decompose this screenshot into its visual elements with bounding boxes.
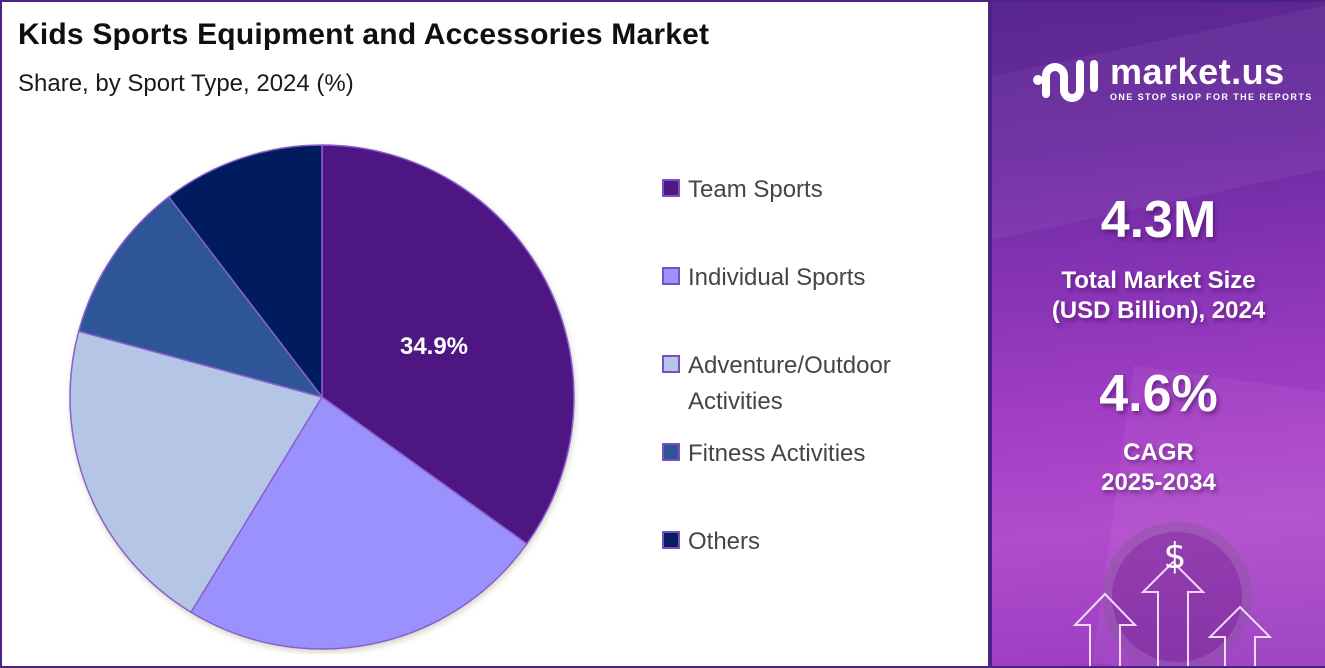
- logo-name: market.us: [1110, 51, 1285, 92]
- legend-label: Others: [688, 528, 761, 555]
- chart-subtitle: Share, by Sport Type, 2024 (%): [18, 70, 354, 97]
- legend-label: Adventure/Outdoor Activities: [688, 352, 891, 415]
- chart-title: Kids Sports Equipment and Accessories Ma…: [18, 18, 710, 51]
- cagr-value: 4.6%: [1099, 365, 1218, 423]
- logo-tagline: ONE STOP SHOP FOR THE REPORTS: [1110, 92, 1313, 102]
- pie-slice-others[interactable]: [167, 144, 323, 400]
- pie-slice-team-sports[interactable]: [321, 144, 575, 545]
- legend-item-fitness-activities[interactable]: Fitness Activities: [662, 436, 958, 472]
- market-size-value: 4.3M: [1100, 191, 1217, 249]
- market-size-label-line2: (USD Billion), 2024: [1051, 297, 1266, 324]
- summary-panel: market.us ONE STOP SHOP FOR THE REPORTS …: [988, 0, 1325, 668]
- legend-swatch-icon: [662, 267, 680, 285]
- legend-swatch-icon: [662, 531, 680, 549]
- legend-swatch-icon: [662, 443, 680, 461]
- legend-swatch-icon: [662, 179, 680, 197]
- legend-label: Team Sports: [688, 176, 823, 203]
- pie-slice-individual-sports[interactable]: [189, 395, 528, 650]
- slice-label-team-sports: 34.9%: [400, 333, 468, 360]
- marketus-logo[interactable]: market.us ONE STOP SHOP FOR THE REPORTS: [1032, 54, 1313, 102]
- legend-item-adventure-outdoor[interactable]: Adventure/Outdoor Activities: [662, 348, 938, 420]
- legend-label: Individual Sports: [688, 264, 866, 291]
- dollar-icon: $: [1164, 536, 1187, 577]
- cagr-period: 2025-2034: [1101, 469, 1216, 496]
- coin-illustration: [1102, 522, 1252, 666]
- legend-item-others[interactable]: Others: [662, 524, 958, 560]
- legend-item-individual-sports[interactable]: Individual Sports: [662, 260, 958, 296]
- legend-swatch-icon: [662, 355, 680, 373]
- pie-slice-fitness-activities[interactable]: [77, 195, 324, 399]
- pie-slice-adventure-outdoor[interactable]: [69, 330, 324, 614]
- growth-arrows-icon: $: [1072, 536, 1273, 666]
- legend-label: Fitness Activities: [688, 440, 866, 467]
- legend-item-team-sports[interactable]: Team Sports: [662, 172, 958, 208]
- market-size-label-line1: Total Market Size: [1061, 267, 1256, 294]
- logo-mark-icon: [1033, 60, 1098, 102]
- pie-chart: 34.9%: [69, 144, 575, 650]
- cagr-label: CAGR: [1123, 439, 1194, 466]
- chart-area: Kids Sports Equipment and Accessories Ma…: [2, 2, 988, 666]
